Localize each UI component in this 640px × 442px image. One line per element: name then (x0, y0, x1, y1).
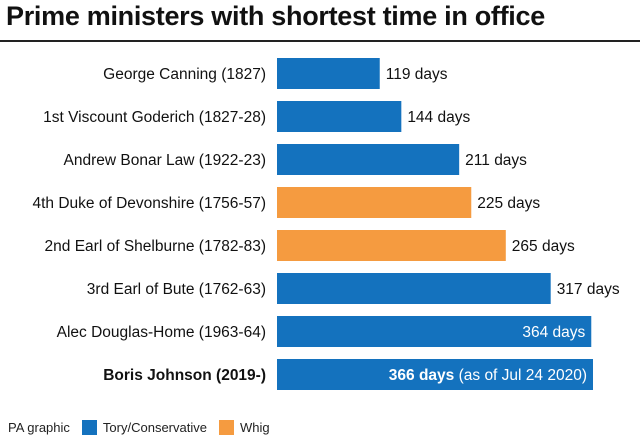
bar (277, 359, 593, 390)
legend-label-whig: Whig (239, 419, 270, 435)
bar (277, 230, 506, 261)
bar (277, 273, 551, 304)
value-label: 364 days (522, 324, 585, 341)
category-label: 3rd Earl of Bute (1762-63) (87, 281, 266, 298)
bar (277, 316, 592, 347)
legend-swatch-whig (218, 419, 234, 435)
category-label: 4th Duke of Devonshire (1756-57) (33, 195, 267, 212)
bar (277, 58, 380, 89)
bar (277, 101, 402, 132)
category-label: Boris Johnson (2019-) (103, 367, 266, 384)
value-label: 225 days (477, 195, 540, 212)
category-label: 1st Viscount Goderich (1827-28) (43, 109, 266, 126)
bar-chart: George Canning (1827) 119 days 1st Viscoun… (33, 58, 620, 390)
bar (277, 187, 472, 218)
legend-label-tory: Tory/Conservative (102, 419, 207, 435)
chart-title: Prime ministers with shortest time in of… (6, 1, 545, 31)
category-label: 2nd Earl of Shelburne (1782-83) (45, 238, 266, 255)
bar (277, 144, 460, 175)
value-label: 317 days (557, 281, 620, 298)
value-label: 265 days (512, 238, 575, 255)
value-label: 144 days (407, 109, 470, 126)
credit-text: PA graphic (8, 419, 70, 435)
legend-swatch-tory (81, 419, 97, 435)
value-label: 366 days (as of Jul 24 2020) (389, 367, 587, 384)
chart-footer: PA graphic Tory/Conservative Whig (8, 418, 270, 436)
category-label: Andrew Bonar Law (1922-23) (64, 152, 266, 169)
category-label: George Canning (1827) (103, 66, 266, 83)
value-label: 119 days (386, 66, 448, 83)
title-rule (0, 40, 640, 42)
value-label: 211 days (465, 152, 527, 169)
category-label: Alec Douglas-Home (1963-64) (57, 324, 266, 341)
